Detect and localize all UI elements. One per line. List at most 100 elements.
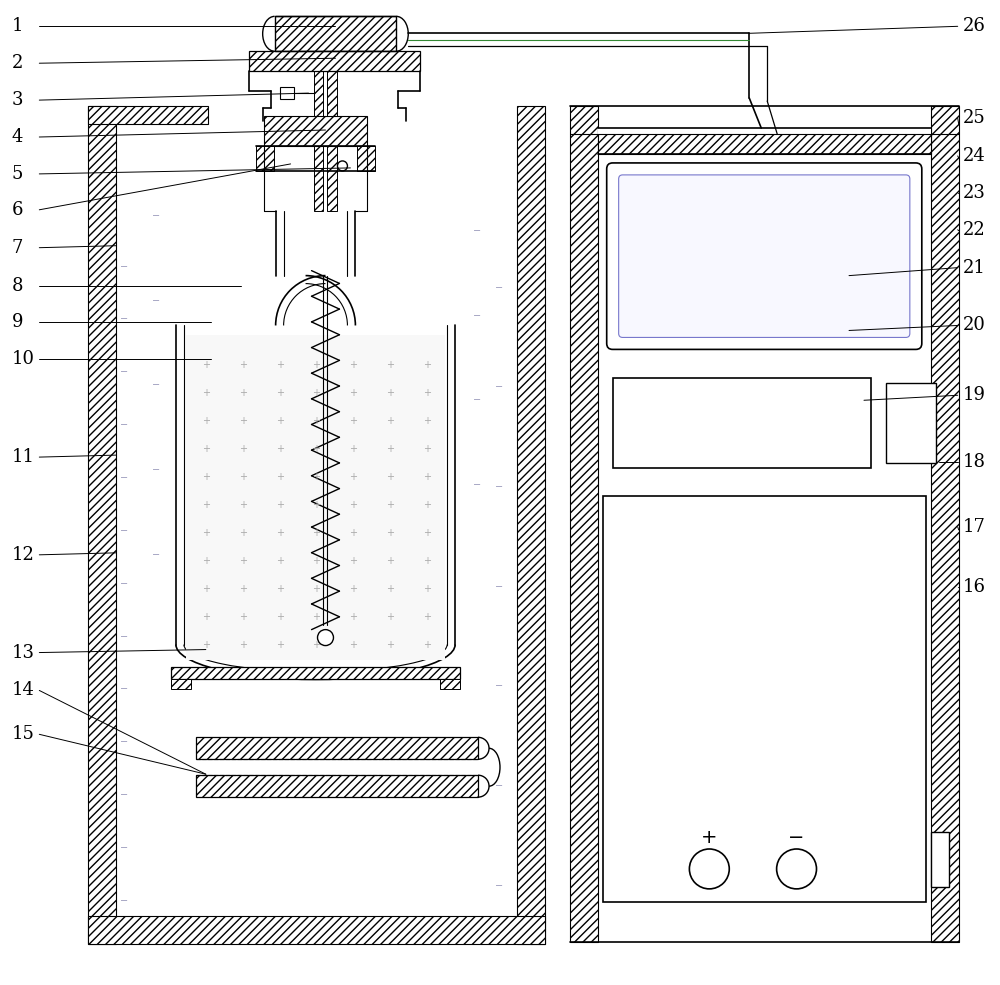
Text: −: − bbox=[120, 631, 128, 641]
Text: −: − bbox=[120, 895, 128, 906]
Bar bbox=[249, 51, 420, 71]
Text: +: + bbox=[349, 500, 357, 510]
Text: +: + bbox=[313, 388, 321, 398]
Bar bbox=[196, 738, 478, 759]
Bar bbox=[613, 378, 871, 468]
Bar bbox=[256, 146, 274, 171]
Text: 24: 24 bbox=[963, 147, 986, 164]
Text: −: − bbox=[120, 367, 128, 377]
Text: −: − bbox=[152, 296, 160, 305]
Text: +: + bbox=[202, 361, 210, 370]
Text: +: + bbox=[239, 361, 247, 370]
Text: +: + bbox=[349, 612, 357, 622]
Text: +: + bbox=[202, 417, 210, 427]
Bar bbox=[196, 775, 478, 797]
Text: +: + bbox=[313, 500, 321, 510]
Text: 9: 9 bbox=[11, 313, 23, 332]
Text: −: − bbox=[120, 526, 128, 536]
Text: 14: 14 bbox=[11, 682, 34, 699]
Text: +: + bbox=[386, 417, 394, 427]
Text: −: − bbox=[495, 781, 503, 791]
Bar bbox=[171, 680, 191, 690]
Text: 2: 2 bbox=[11, 54, 23, 72]
Text: +: + bbox=[276, 584, 284, 594]
Text: +: + bbox=[202, 556, 210, 565]
Text: +: + bbox=[349, 639, 357, 649]
Text: −: − bbox=[120, 685, 128, 694]
Bar bbox=[171, 667, 460, 680]
Text: +: + bbox=[386, 472, 394, 482]
Text: +: + bbox=[349, 528, 357, 538]
Bar bbox=[886, 383, 936, 463]
Bar bbox=[517, 106, 545, 944]
Text: +: + bbox=[386, 388, 394, 398]
Text: +: + bbox=[349, 361, 357, 370]
Text: +: + bbox=[423, 528, 431, 538]
Text: 4: 4 bbox=[11, 128, 23, 146]
Bar bbox=[327, 46, 337, 211]
Circle shape bbox=[318, 629, 333, 645]
Text: +: + bbox=[349, 388, 357, 398]
Text: +: + bbox=[202, 500, 210, 510]
Text: 6: 6 bbox=[11, 201, 23, 219]
Text: 7: 7 bbox=[11, 238, 23, 257]
Bar bbox=[603, 496, 926, 902]
Text: 1: 1 bbox=[11, 18, 23, 35]
Text: +: + bbox=[313, 528, 321, 538]
Text: −: − bbox=[495, 482, 503, 492]
Text: −: − bbox=[120, 421, 128, 430]
Bar bbox=[280, 87, 294, 99]
Text: +: + bbox=[423, 388, 431, 398]
Text: 23: 23 bbox=[963, 184, 986, 202]
Text: +: + bbox=[313, 556, 321, 565]
Text: 8: 8 bbox=[11, 277, 23, 295]
Text: +: + bbox=[276, 361, 284, 370]
FancyBboxPatch shape bbox=[619, 175, 910, 338]
Text: +: + bbox=[386, 500, 394, 510]
Text: +: + bbox=[349, 584, 357, 594]
Text: 13: 13 bbox=[11, 643, 34, 662]
Text: +: + bbox=[239, 639, 247, 649]
Text: +: + bbox=[423, 556, 431, 565]
Text: 22: 22 bbox=[963, 221, 986, 238]
Text: +: + bbox=[239, 500, 247, 510]
Text: +: + bbox=[276, 612, 284, 622]
Text: +: + bbox=[423, 472, 431, 482]
Text: +: + bbox=[313, 417, 321, 427]
Text: +: + bbox=[276, 472, 284, 482]
Text: +: + bbox=[202, 639, 210, 649]
Text: +: + bbox=[313, 584, 321, 594]
Bar bbox=[88, 106, 116, 944]
Text: +: + bbox=[276, 500, 284, 510]
Text: +: + bbox=[386, 584, 394, 594]
Text: +: + bbox=[386, 528, 394, 538]
Text: +: + bbox=[349, 472, 357, 482]
Text: −: − bbox=[152, 211, 160, 221]
Text: 16: 16 bbox=[963, 578, 986, 596]
Text: −: − bbox=[473, 480, 481, 490]
Text: −: − bbox=[152, 550, 160, 559]
Text: −: − bbox=[120, 843, 128, 853]
Text: +: + bbox=[202, 584, 210, 594]
Text: +: + bbox=[239, 417, 247, 427]
Text: 18: 18 bbox=[963, 453, 986, 471]
Text: 5: 5 bbox=[11, 164, 23, 183]
Bar bbox=[357, 146, 375, 171]
Text: −: − bbox=[495, 283, 503, 293]
Text: +: + bbox=[276, 639, 284, 649]
Text: +: + bbox=[313, 444, 321, 454]
Bar bbox=[570, 106, 598, 942]
Bar bbox=[598, 128, 931, 134]
Bar bbox=[264, 116, 367, 146]
Text: +: + bbox=[202, 472, 210, 482]
Text: +: + bbox=[276, 556, 284, 565]
Text: +: + bbox=[386, 612, 394, 622]
Text: −: − bbox=[473, 310, 481, 320]
Text: −: − bbox=[152, 380, 160, 390]
Text: +: + bbox=[202, 528, 210, 538]
Text: +: + bbox=[386, 639, 394, 649]
Text: −: − bbox=[495, 881, 503, 890]
Text: +: + bbox=[313, 612, 321, 622]
Circle shape bbox=[337, 161, 347, 171]
Bar bbox=[440, 680, 460, 690]
